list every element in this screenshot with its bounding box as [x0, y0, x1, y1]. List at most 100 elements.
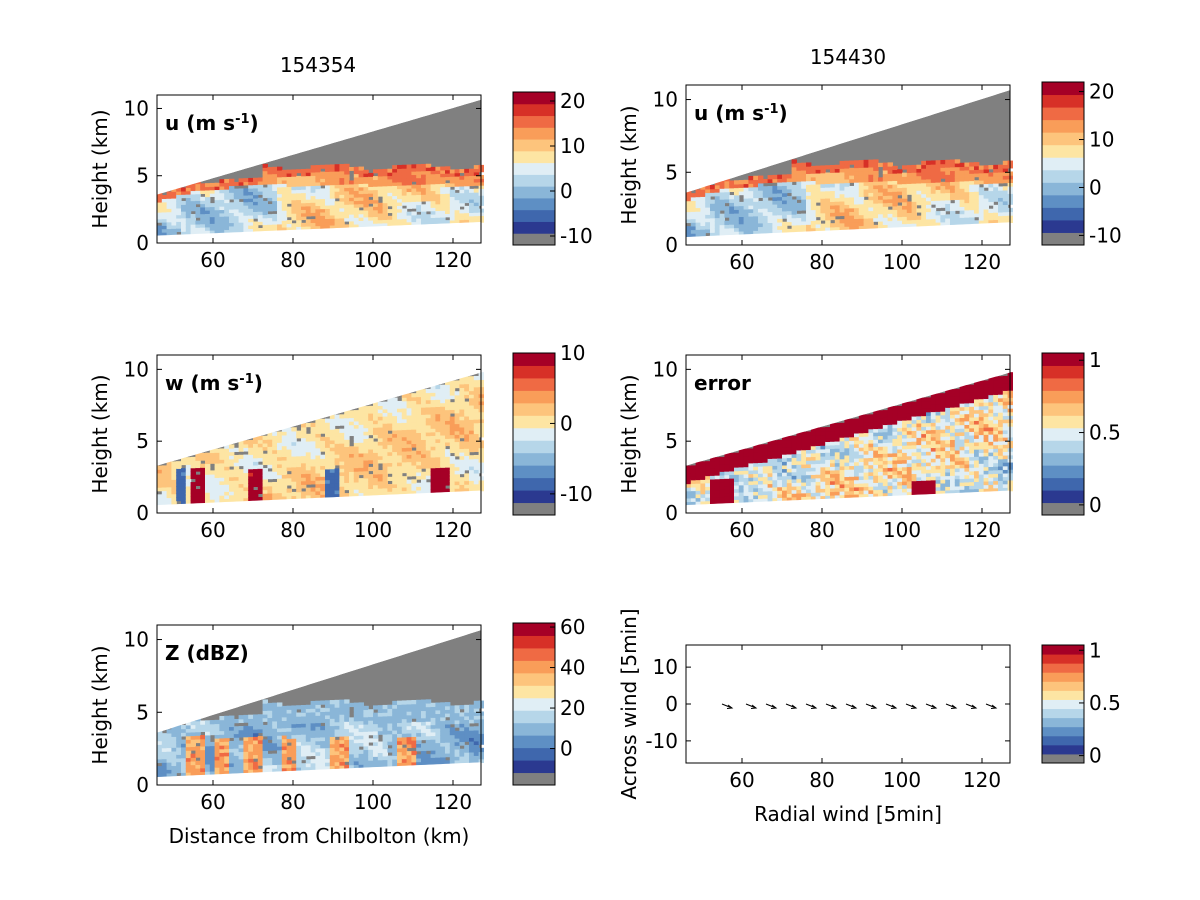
data-cell [762, 487, 769, 492]
data-cell [325, 429, 331, 434]
data-cell [892, 187, 898, 192]
data-cell [863, 192, 869, 197]
data-cell [839, 494, 845, 499]
data-cell [974, 431, 980, 436]
data-cell [401, 195, 408, 199]
data-cell [469, 469, 475, 474]
data-cell [873, 192, 879, 197]
data-cell [267, 180, 273, 185]
data-cell [469, 394, 475, 399]
data-cell [964, 173, 970, 178]
data-cell [445, 413, 451, 418]
data-cell [305, 192, 312, 197]
data-cell [176, 497, 182, 502]
data-cell [1002, 193, 1009, 198]
data-cell [743, 477, 749, 482]
data-cell [291, 455, 297, 461]
data-cell [714, 221, 721, 226]
data-cell [440, 190, 446, 195]
data-cell [363, 427, 369, 432]
data-cell [459, 434, 465, 439]
data-cell [454, 448, 460, 453]
data-cell [969, 399, 975, 404]
data-cell [238, 479, 244, 485]
data-cell [729, 460, 735, 465]
data-cell [329, 421, 336, 427]
data-cell [267, 446, 273, 451]
data-cell [964, 395, 970, 400]
data-cell [473, 404, 480, 409]
data-cell [344, 184, 350, 188]
data-cell [267, 485, 273, 490]
data-cell [171, 187, 177, 192]
data-cell [959, 199, 965, 204]
data-cell [291, 434, 297, 439]
data-cell [854, 207, 860, 212]
data-cell [171, 479, 177, 484]
data-cell [209, 448, 216, 454]
data-cell [430, 403, 436, 408]
data-cell [440, 213, 446, 218]
data-cell [882, 442, 889, 447]
data-cell [277, 460, 283, 465]
data-cell [959, 438, 965, 444]
data-cell [358, 180, 364, 184]
data-cell [358, 431, 364, 436]
data-cell [762, 451, 769, 456]
data-cell [473, 411, 480, 417]
data-cell [887, 445, 893, 450]
data-cell [440, 474, 446, 479]
data-cell [801, 489, 807, 494]
data-cell [839, 447, 845, 453]
data-cell [305, 462, 312, 467]
data-cell [897, 488, 903, 493]
data-cell [878, 421, 884, 426]
data-cell [810, 474, 817, 479]
data-cell [916, 487, 922, 492]
data-cell [926, 476, 932, 481]
data-cell [219, 185, 225, 190]
data-cell [272, 220, 278, 225]
data-cell [700, 199, 706, 205]
data-cell [219, 452, 225, 457]
data-cell [825, 434, 831, 439]
data-cell [157, 469, 163, 474]
data-cell [464, 444, 470, 449]
data-cell [344, 187, 350, 192]
data-cell [200, 223, 206, 228]
data-cell [406, 201, 412, 206]
data-cell [253, 208, 259, 212]
data-cell [964, 427, 970, 433]
data-cell [935, 479, 941, 484]
data-cell [473, 487, 480, 492]
data-cell [329, 429, 336, 434]
data-cell [181, 493, 187, 498]
data-cell [930, 490, 937, 495]
data-cell [911, 172, 917, 177]
data-cell [416, 475, 422, 480]
data-cell [238, 211, 244, 216]
data-cell [935, 461, 941, 466]
data-cell [921, 164, 927, 169]
data-cell [291, 452, 297, 457]
data-cell [911, 223, 917, 228]
data-cell [849, 465, 855, 470]
data-cell [738, 474, 745, 479]
data-cell [753, 448, 759, 453]
data-cell [710, 228, 716, 233]
data-cell [315, 436, 321, 442]
data-cell [734, 194, 740, 200]
data-cell [729, 499, 735, 504]
data-cell [830, 190, 836, 195]
data-cell [166, 497, 172, 502]
data-cell [233, 476, 240, 481]
data-cell [844, 175, 850, 180]
data-cell [315, 429, 321, 434]
data-cell [382, 168, 388, 173]
data-cell [820, 227, 826, 232]
data-cell [854, 440, 860, 445]
data-cell [277, 438, 283, 443]
data-cell [801, 456, 807, 462]
data-cell [834, 182, 841, 188]
data-cell [329, 490, 336, 495]
